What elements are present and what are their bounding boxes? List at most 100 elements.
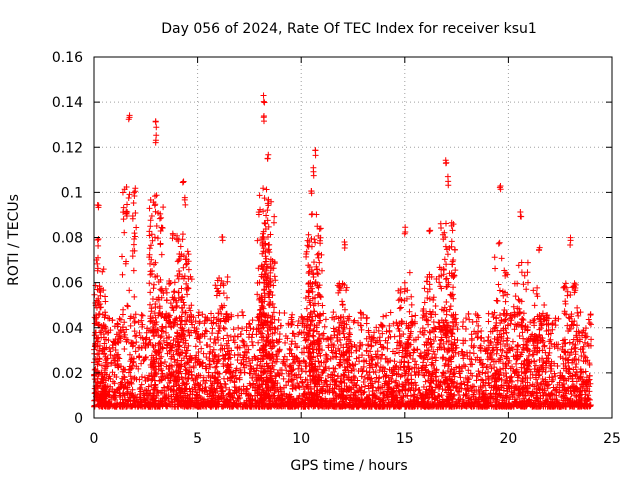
data-point bbox=[249, 317, 256, 324]
data-point bbox=[361, 358, 368, 365]
data-point bbox=[462, 326, 469, 333]
data-point bbox=[329, 389, 336, 396]
data-point bbox=[377, 398, 384, 405]
data-point bbox=[259, 386, 266, 393]
data-point bbox=[180, 400, 187, 407]
data-point bbox=[561, 336, 568, 343]
data-point bbox=[151, 202, 158, 209]
data-point bbox=[295, 358, 302, 365]
data-point bbox=[174, 321, 181, 328]
data-point bbox=[586, 360, 593, 367]
data-point bbox=[154, 235, 161, 242]
data-point bbox=[195, 348, 202, 355]
data-point bbox=[501, 318, 508, 325]
data-point bbox=[155, 210, 162, 217]
data-point bbox=[374, 348, 381, 355]
data-point bbox=[309, 317, 316, 324]
data-point bbox=[151, 333, 158, 340]
data-point bbox=[409, 318, 416, 325]
data-point bbox=[488, 365, 495, 372]
data-point bbox=[463, 349, 470, 356]
data-point bbox=[199, 311, 206, 318]
data-point bbox=[469, 372, 476, 379]
data-point bbox=[442, 220, 449, 227]
data-point bbox=[443, 338, 450, 345]
data-point bbox=[456, 400, 463, 407]
data-point bbox=[438, 337, 445, 344]
data-point bbox=[259, 241, 266, 248]
data-point bbox=[587, 380, 594, 387]
data-point bbox=[442, 243, 449, 250]
data-point bbox=[276, 331, 283, 338]
data-point bbox=[331, 397, 338, 404]
data-point bbox=[124, 379, 131, 386]
data-point bbox=[158, 214, 165, 221]
data-point bbox=[127, 313, 134, 320]
data-point bbox=[261, 312, 268, 319]
data-point bbox=[318, 396, 325, 403]
data-point bbox=[191, 327, 198, 334]
data-point bbox=[310, 367, 317, 374]
data-point bbox=[310, 308, 317, 315]
data-point bbox=[487, 338, 494, 345]
data-point bbox=[312, 152, 319, 159]
data-point bbox=[176, 332, 183, 339]
data-point bbox=[308, 318, 315, 325]
data-point bbox=[131, 235, 138, 242]
data-point bbox=[585, 316, 592, 323]
data-point bbox=[315, 300, 322, 307]
data-point bbox=[465, 388, 472, 395]
data-point bbox=[261, 195, 268, 202]
data-point bbox=[157, 227, 164, 234]
data-point bbox=[355, 388, 362, 395]
data-point bbox=[265, 241, 272, 248]
data-point bbox=[458, 385, 465, 392]
data-point bbox=[137, 334, 144, 341]
data-point bbox=[477, 342, 484, 349]
data-point bbox=[149, 237, 156, 244]
data-point bbox=[446, 393, 453, 400]
data-point bbox=[146, 400, 153, 407]
data-point bbox=[316, 363, 323, 370]
data-point bbox=[199, 396, 206, 403]
data-point bbox=[306, 342, 313, 349]
data-point bbox=[192, 343, 199, 350]
data-point bbox=[484, 356, 491, 363]
data-point bbox=[355, 319, 362, 326]
data-point bbox=[353, 382, 360, 389]
data-point bbox=[367, 376, 374, 383]
data-point bbox=[477, 356, 484, 363]
data-point bbox=[294, 380, 301, 387]
data-point bbox=[411, 391, 418, 398]
data-point bbox=[246, 321, 253, 328]
data-point bbox=[258, 302, 265, 309]
data-point bbox=[380, 344, 387, 351]
data-point bbox=[382, 378, 389, 385]
data-point bbox=[109, 386, 116, 393]
data-point bbox=[139, 312, 146, 319]
data-point bbox=[254, 314, 261, 321]
data-point bbox=[158, 224, 165, 231]
data-point bbox=[466, 316, 473, 323]
data-point bbox=[305, 330, 312, 337]
data-point bbox=[530, 342, 537, 349]
data-point bbox=[238, 360, 245, 367]
data-point bbox=[371, 392, 378, 399]
data-point bbox=[384, 345, 391, 352]
data-point bbox=[581, 339, 588, 346]
data-point bbox=[288, 338, 295, 345]
data-point bbox=[524, 338, 531, 345]
data-point bbox=[509, 363, 516, 370]
data-point bbox=[302, 295, 309, 302]
data-point bbox=[196, 318, 203, 325]
data-point bbox=[121, 229, 128, 236]
data-point bbox=[129, 343, 136, 350]
data-point bbox=[124, 201, 131, 208]
data-point bbox=[138, 360, 145, 367]
data-point bbox=[427, 383, 434, 390]
data-point bbox=[177, 361, 184, 368]
data-point bbox=[120, 204, 127, 211]
data-point bbox=[160, 204, 167, 211]
data-point bbox=[322, 377, 329, 384]
data-point bbox=[156, 215, 163, 222]
